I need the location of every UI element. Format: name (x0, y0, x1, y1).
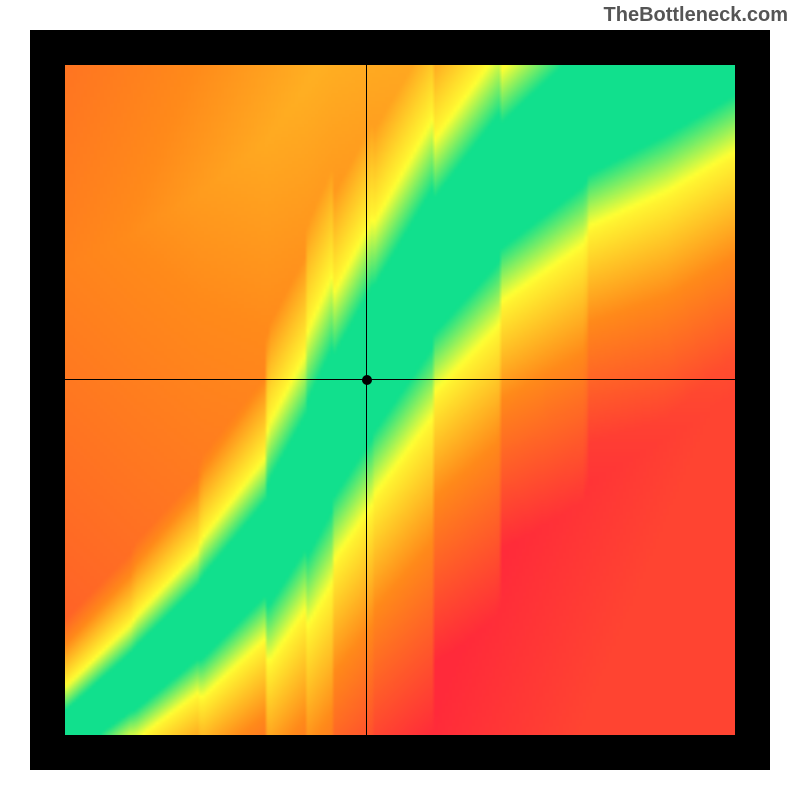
chart-plot-area (65, 65, 735, 735)
crosshair-vertical (366, 65, 367, 735)
chart-container: TheBottleneck.com (0, 0, 800, 800)
heatmap-canvas (65, 65, 735, 735)
attribution-text: TheBottleneck.com (604, 4, 788, 27)
marker-point (362, 375, 372, 385)
crosshair-horizontal (65, 379, 735, 380)
